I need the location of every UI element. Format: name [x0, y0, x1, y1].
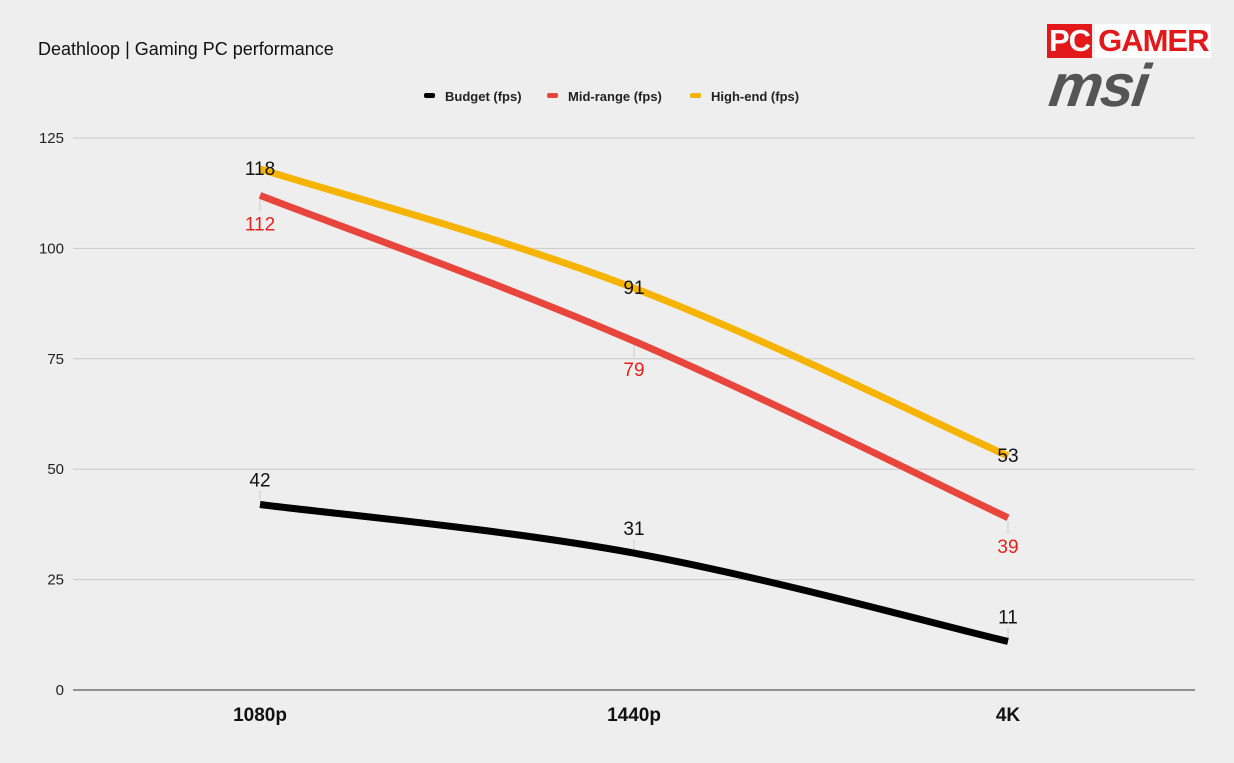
- data-label: 53: [997, 446, 1018, 467]
- x-tick-label: 1080p: [233, 705, 287, 726]
- pc-gamer-logo: PC GAMER: [1047, 23, 1212, 58]
- legend-swatch: [547, 93, 558, 98]
- data-label: 39: [997, 537, 1018, 558]
- legend-item: Budget (fps): [424, 89, 522, 104]
- data-label: 79: [623, 360, 644, 381]
- data-label: 42: [249, 471, 270, 492]
- data-label: 112: [245, 214, 275, 235]
- y-tick-label: 75: [47, 351, 64, 368]
- brand-logo: PC GAMER msi: [1045, 22, 1218, 119]
- y-tick-label: 100: [39, 240, 64, 257]
- x-tick-label: 4K: [996, 705, 1021, 726]
- legend-label: Mid-range (fps): [568, 89, 662, 104]
- legend-item: High-end (fps): [690, 89, 799, 104]
- legend-label: High-end (fps): [711, 89, 799, 104]
- y-tick-label: 0: [56, 682, 64, 699]
- x-tick-label: 1440p: [607, 705, 661, 726]
- y-axis-ticks: 0 25 50 75 100 125: [39, 130, 64, 699]
- data-label: 118: [245, 159, 275, 180]
- legend-item: Mid-range (fps): [547, 89, 662, 104]
- y-tick-label: 25: [47, 572, 64, 589]
- series-line-0: [259, 501, 1009, 645]
- legend-swatch: [424, 93, 435, 98]
- legend-swatch: [690, 93, 701, 98]
- chart-title: Deathloop | Gaming PC performance: [38, 39, 334, 59]
- grid-lines: [73, 137, 1195, 691]
- data-label: 31: [623, 519, 644, 540]
- legend: Budget (fps) Mid-range (fps) High-end (fps…: [424, 89, 799, 104]
- y-tick-label: 50: [47, 461, 64, 478]
- pc-gamer-logo-pc: PC: [1047, 23, 1093, 58]
- series-line-1: [258, 192, 1010, 521]
- y-tick-label: 125: [39, 130, 64, 147]
- data-label: 11: [998, 607, 1018, 628]
- legend-label: Budget (fps): [445, 89, 522, 104]
- data-labels: 42 31 11 112 79 39 118 91 53: [245, 159, 1019, 638]
- pc-gamer-logo-gamer: GAMER: [1095, 24, 1212, 58]
- x-axis-ticks: 1080p 1440p 4K: [233, 705, 1020, 726]
- series-lines: [258, 165, 1010, 645]
- series-line-2: [258, 165, 1010, 460]
- data-label: 91: [623, 278, 644, 299]
